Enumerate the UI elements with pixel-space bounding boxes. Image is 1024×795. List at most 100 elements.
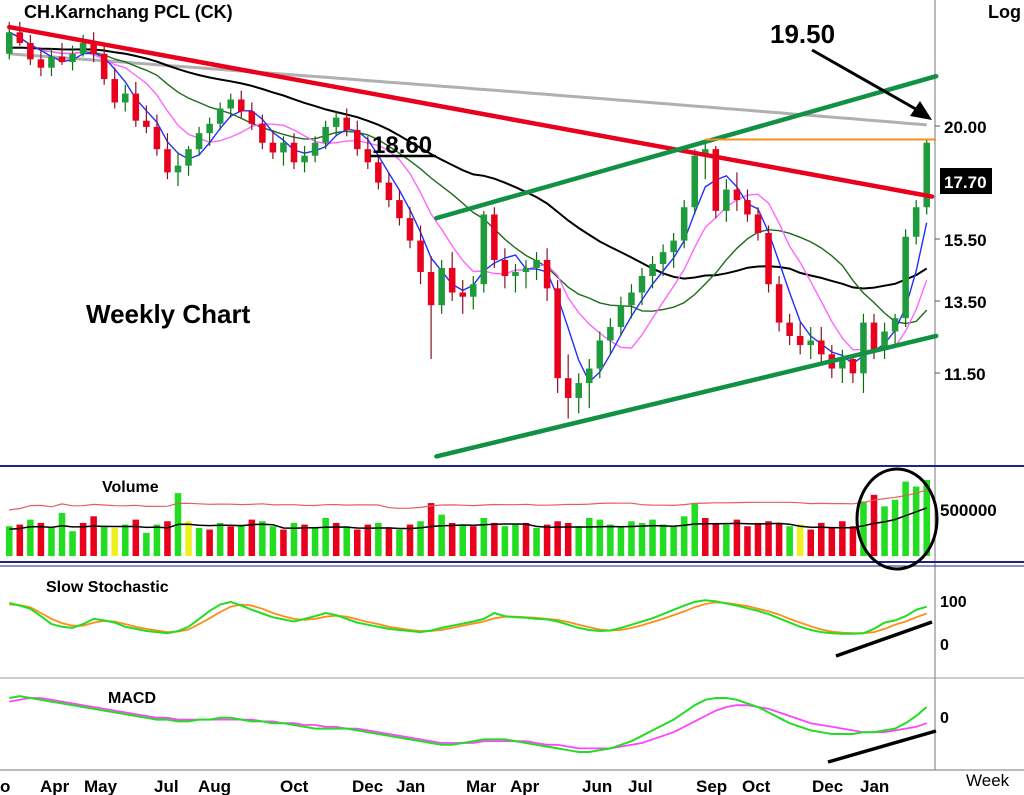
volume-bar xyxy=(638,522,646,556)
candle-body xyxy=(649,263,656,277)
candle-body xyxy=(354,130,361,150)
candle-body xyxy=(891,318,899,332)
candle-body xyxy=(6,32,13,54)
candle-body xyxy=(744,200,751,215)
volume-bar xyxy=(575,526,582,556)
candle-body xyxy=(195,133,203,150)
panel-frames xyxy=(0,0,1024,771)
macd-label: MACD xyxy=(108,690,156,707)
volume-bar xyxy=(364,524,372,556)
candle-body xyxy=(754,214,762,233)
volume-bar xyxy=(427,503,435,556)
stochastic-y-tick-100: 100 xyxy=(940,594,967,611)
chart-subtitle: Weekly Chart xyxy=(86,299,251,329)
volume-bar xyxy=(723,524,730,556)
target-arrow-shaft xyxy=(811,48,929,118)
candle-body xyxy=(807,340,814,346)
candle-body xyxy=(491,214,498,260)
volume-bar xyxy=(459,524,466,556)
candle-body xyxy=(111,79,118,103)
volume-bar xyxy=(712,522,720,556)
candle-body xyxy=(881,331,888,350)
candle-body xyxy=(617,305,625,328)
macd-line xyxy=(9,695,928,753)
candle-body xyxy=(143,120,150,127)
stochastic-k-line xyxy=(9,599,927,635)
candle-body xyxy=(290,142,298,163)
volume-bar xyxy=(607,524,614,556)
candle-body xyxy=(427,271,435,306)
volume-bar xyxy=(543,524,551,556)
candle-body xyxy=(522,267,530,272)
candle-body xyxy=(417,240,424,272)
volume-bar xyxy=(480,517,488,556)
x-tick-label: Sep xyxy=(696,777,727,795)
trendline-channel-lower xyxy=(434,333,939,459)
candle-body xyxy=(322,126,329,143)
macd-y-tick-0: 0 xyxy=(940,710,949,727)
x-tick-label: Jun xyxy=(582,777,612,795)
volume-bar xyxy=(143,532,150,556)
candle-body xyxy=(375,162,382,183)
volume-bar xyxy=(385,527,393,556)
candle-body xyxy=(775,284,783,323)
candle-body xyxy=(16,32,24,43)
candle-body xyxy=(902,236,909,319)
volume-bar xyxy=(491,522,498,556)
x-tick-label: Apr xyxy=(40,777,70,795)
volume-bar xyxy=(79,522,87,556)
stochastic-slope-line xyxy=(835,620,933,658)
log-scale-label: Log xyxy=(988,2,1021,22)
volume-bar xyxy=(90,516,97,556)
candle-body xyxy=(311,142,319,156)
volume-bar xyxy=(533,527,540,556)
volume-bar xyxy=(37,522,45,556)
volume-bar xyxy=(438,514,445,556)
x-tick-label: Mar xyxy=(466,777,497,795)
volume-mid-line xyxy=(9,507,927,530)
volume-bar xyxy=(470,526,477,556)
candle-body xyxy=(638,276,646,293)
trendline-resistance xyxy=(7,24,935,199)
candle-body xyxy=(470,284,477,297)
volume-bar xyxy=(406,524,414,556)
volume-bar xyxy=(311,527,319,556)
candle-body xyxy=(185,149,192,166)
target-label-19-50: 19.50 xyxy=(770,19,835,49)
price-panel-frame xyxy=(0,0,935,464)
x-tick-label: Jan xyxy=(860,777,889,795)
candle-body xyxy=(332,117,340,127)
volume-bar xyxy=(206,529,213,556)
volume-bar xyxy=(659,524,667,556)
volume-bar xyxy=(796,524,804,556)
candle-body xyxy=(280,142,287,153)
volume-bar xyxy=(849,526,857,556)
volume-bar xyxy=(702,517,709,556)
volume-highlight-circle xyxy=(855,467,939,571)
volume-bar xyxy=(786,526,793,556)
volume-bar xyxy=(16,524,24,556)
volume-bar xyxy=(290,522,298,556)
volume-bar xyxy=(923,479,930,556)
candle-body xyxy=(164,149,171,173)
candle-body xyxy=(174,165,182,173)
current-price-box xyxy=(940,168,992,194)
candlesticks xyxy=(6,21,930,419)
candle-body xyxy=(733,189,741,201)
macd-slope-line xyxy=(827,729,937,764)
volume-bar xyxy=(554,521,561,556)
candle-body xyxy=(459,292,466,297)
candle-body xyxy=(27,42,34,60)
volume-bar xyxy=(891,499,899,556)
volume-bar xyxy=(807,529,814,556)
volume-bar xyxy=(733,519,741,556)
ma-line-40 xyxy=(9,46,928,290)
volume-bar xyxy=(248,519,256,556)
chart-title: CH.Karnchang PCL (CK) xyxy=(24,2,233,22)
volume-bar xyxy=(111,527,118,556)
volume-bar xyxy=(100,526,108,556)
volume-bar xyxy=(564,522,572,556)
volume-bar xyxy=(58,513,66,556)
candle-body xyxy=(691,155,698,208)
